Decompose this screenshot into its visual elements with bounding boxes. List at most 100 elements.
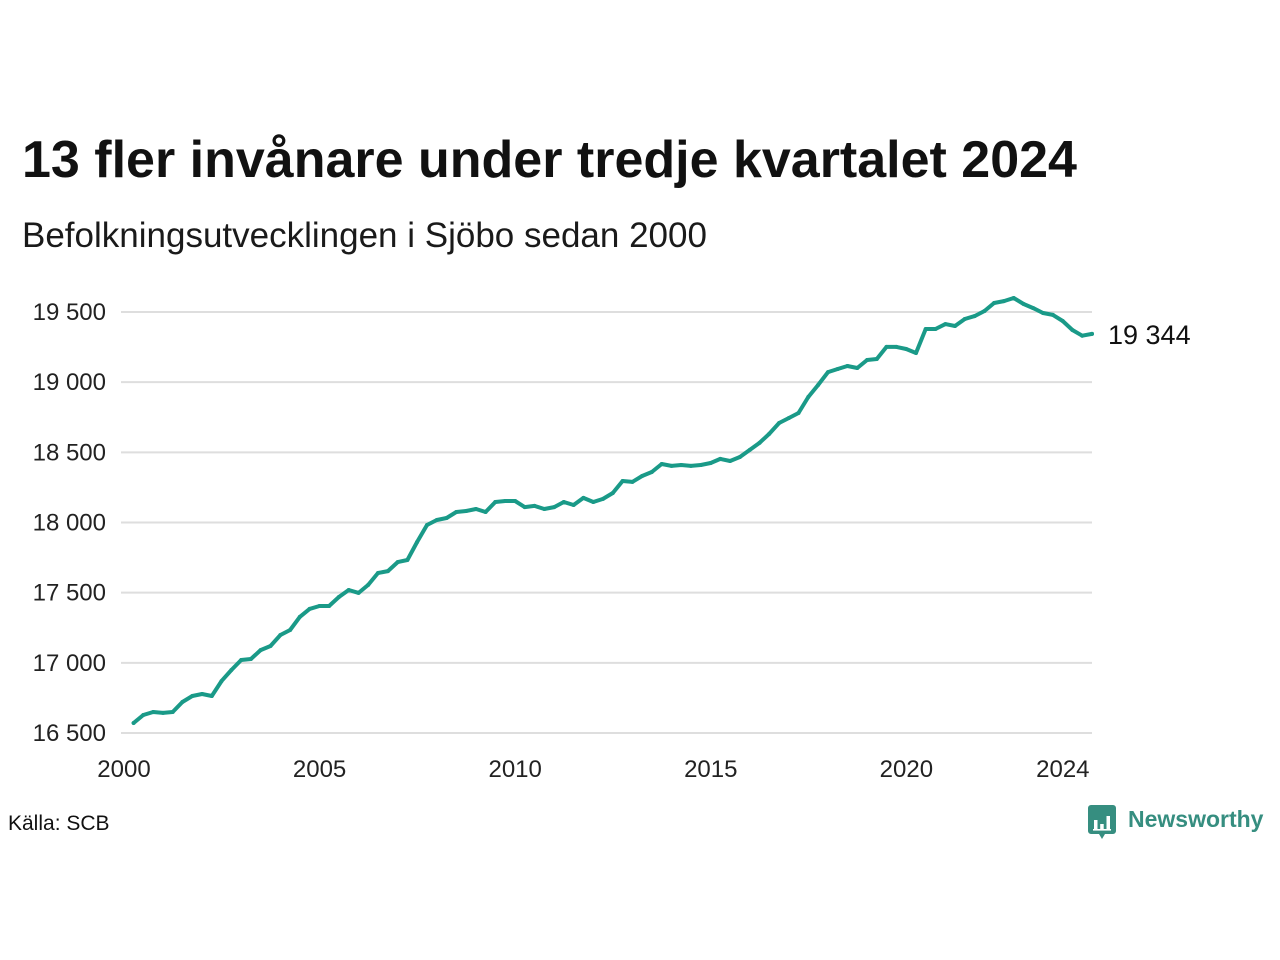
data-point [914, 351, 918, 355]
data-point [190, 694, 195, 698]
data-point [610, 491, 615, 495]
data-point [425, 523, 429, 527]
data-point [972, 314, 977, 319]
chart-subtitle: Befolkningsutvecklingen i Sjöbo sedan 20… [22, 216, 707, 255]
y-tick-label: 19 000 [33, 369, 106, 396]
newsworthy-logo: Newsworthy [1088, 805, 1263, 839]
data-point [268, 644, 273, 648]
data-point [200, 692, 205, 696]
y-tick-label: 17 000 [33, 650, 106, 677]
data-point [1041, 311, 1045, 315]
data-point [737, 455, 742, 459]
data-point [258, 648, 263, 653]
data-point [1070, 328, 1075, 332]
y-tick-label: 17 500 [33, 580, 106, 607]
data-point [718, 456, 723, 461]
data-point [464, 509, 469, 513]
chart-title: 13 fler invånare under tredje kvartalet … [22, 131, 1077, 189]
data-point [953, 324, 957, 328]
data-point [219, 679, 224, 684]
data-point [865, 358, 870, 362]
data-point [229, 668, 234, 672]
data-points [131, 296, 1094, 725]
data-point [835, 367, 840, 371]
x-tick-label: 2020 [880, 756, 933, 783]
data-point [962, 317, 967, 321]
data-point [943, 322, 948, 327]
data-point [669, 463, 674, 468]
data-point [444, 516, 449, 520]
gridlines [121, 311, 1092, 734]
data-point [415, 540, 420, 544]
data-point [845, 364, 850, 368]
data-point [170, 710, 175, 714]
data-point [131, 721, 136, 725]
data-point [336, 595, 341, 599]
data-point [561, 500, 566, 504]
data-point [405, 558, 410, 562]
last-value-label: 19 344 [1108, 320, 1191, 350]
data-point [982, 309, 987, 313]
data-point [640, 474, 645, 478]
data-point [894, 344, 899, 349]
series-line [131, 296, 1094, 725]
data-point [688, 463, 693, 468]
data-point [767, 431, 772, 436]
data-point [708, 461, 713, 465]
data-point [1011, 296, 1016, 300]
data-point [346, 588, 351, 592]
data-point [884, 344, 889, 349]
data-point [454, 510, 459, 514]
data-point [366, 582, 371, 587]
y-tick-label: 19 500 [33, 299, 106, 326]
data-point [601, 496, 605, 501]
data-point [992, 301, 997, 305]
data-point [855, 366, 860, 370]
x-tick-label: 2000 [97, 756, 150, 783]
data-point [239, 658, 244, 662]
data-point [1080, 333, 1085, 338]
data-point [376, 571, 380, 575]
data-point [522, 505, 527, 510]
data-point [327, 604, 332, 608]
data-point [356, 590, 361, 595]
y-tick-label: 18 000 [33, 510, 106, 537]
source-note: Källa: SCB [8, 812, 110, 835]
data-point [395, 560, 400, 565]
y-tick-label: 18 500 [33, 439, 106, 466]
data-point [630, 479, 635, 484]
data-point [297, 614, 302, 619]
data-point [1001, 299, 1006, 304]
data-point [659, 462, 664, 466]
data-point [493, 500, 498, 504]
data-point [679, 463, 684, 467]
x-axis-tick-labels: 2000 2005 2010 2015 2020 2024 [97, 756, 1089, 783]
data-point [434, 518, 439, 522]
data-point [806, 395, 811, 399]
data-point [385, 569, 390, 574]
data-point [141, 713, 146, 717]
data-point [503, 499, 508, 503]
data-point [317, 604, 322, 608]
data-point [698, 463, 703, 467]
x-tick-label: 2005 [293, 756, 346, 783]
data-point [1021, 302, 1026, 306]
data-point [620, 479, 625, 483]
data-point [591, 500, 596, 504]
data-point [513, 499, 518, 503]
data-point [278, 633, 283, 637]
data-point [483, 510, 488, 514]
x-tick-label: 2024 [1036, 756, 1089, 783]
data-point [180, 700, 185, 704]
data-point [777, 421, 782, 425]
data-point [933, 327, 938, 331]
data-point [552, 505, 557, 510]
data-point [288, 628, 293, 632]
data-point [923, 327, 928, 331]
data-point [151, 710, 156, 714]
data-point [816, 383, 821, 387]
data-point [796, 411, 801, 415]
x-tick-label: 2015 [684, 756, 737, 783]
data-point [474, 507, 478, 511]
data-point [581, 495, 586, 500]
